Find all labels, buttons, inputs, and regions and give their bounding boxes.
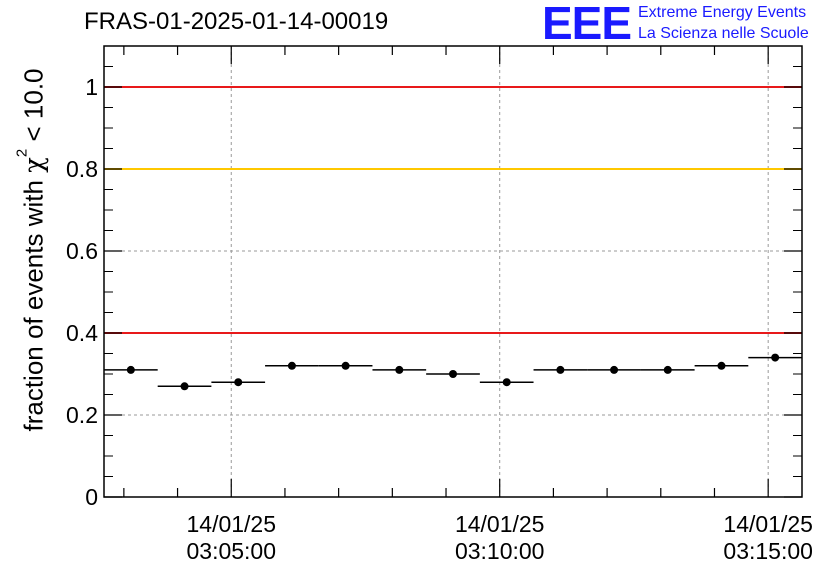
chart-title: FRAS-01-2025-01-14-00019 [84, 8, 389, 35]
y-axis-label-prefix: fraction of events with [18, 172, 49, 432]
y-tick-label: 0.8 [66, 156, 98, 182]
data-series [104, 353, 802, 391]
y-axis-label: fraction of events with χ2 < 10.0 [14, 68, 50, 432]
data-point [771, 353, 780, 362]
plot-frame [103, 45, 803, 498]
chi-symbol: χ [19, 157, 50, 173]
x-tick-date: 14/01/25 [723, 511, 813, 537]
logo-line-1: Extreme Energy Events [638, 4, 807, 21]
eee-logo: EEE Extreme Energy Events La Scienza nel… [542, 0, 832, 49]
y-tick-label: 0.4 [66, 320, 98, 346]
data-point [126, 365, 135, 374]
grid-lines [104, 46, 802, 497]
data-point [287, 361, 296, 370]
x-tick-time: 03:15:00 [723, 538, 813, 564]
data-point [717, 361, 726, 370]
data-point [663, 365, 672, 374]
y-tick-label: 0.2 [66, 402, 98, 428]
data-point [610, 365, 619, 374]
x-tick-time: 03:10:00 [455, 538, 545, 564]
x-tick-date: 14/01/25 [455, 511, 545, 537]
threshold-lines [104, 86, 802, 334]
y-axis-label-suffix: < 10.0 [18, 68, 49, 149]
x-tick-date: 14/01/25 [186, 511, 276, 537]
data-point [556, 365, 565, 374]
data-point [449, 370, 457, 378]
chi-superscript: 2 [13, 148, 31, 158]
data-point [395, 365, 404, 374]
logo-line-2: La Scienza nelle Scuole [638, 25, 809, 42]
y-tick-label: 0.6 [66, 238, 98, 264]
eee-logo-mark: EEE [542, 0, 632, 49]
axes: 00.20.40.60.8114/01/2503:05:0014/01/2503… [66, 45, 813, 564]
x-tick-time: 03:05:00 [186, 538, 276, 564]
data-point [341, 361, 350, 370]
data-point [502, 378, 511, 387]
y-tick-label: 0 [85, 484, 98, 510]
data-point [180, 382, 189, 391]
y-tick-label: 1 [85, 74, 98, 100]
data-point [234, 378, 243, 387]
